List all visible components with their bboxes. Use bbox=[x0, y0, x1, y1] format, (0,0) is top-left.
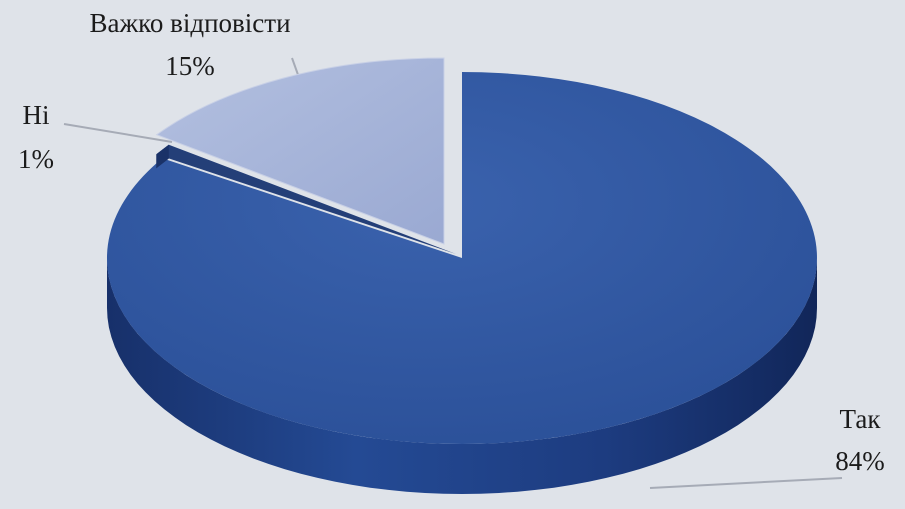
slice-side-tak bbox=[107, 258, 817, 494]
slice-label-tak: Так bbox=[840, 404, 882, 434]
slice-value-tak: 84% bbox=[835, 446, 885, 476]
slice-tak bbox=[106, 72, 817, 444]
slice-label-ni: Ні bbox=[23, 100, 50, 130]
slice-side-ni bbox=[156, 144, 169, 169]
leader-line-tak bbox=[649, 477, 843, 489]
slice-ni bbox=[156, 144, 457, 254]
slice-label-vazhko-vidpovisty: Важко відповісти bbox=[89, 8, 290, 38]
slice-vazhko-vidpovisty bbox=[155, 57, 445, 245]
slice-value-ni: 1% bbox=[18, 144, 54, 174]
slice-value-vazhko-vidpovisty: 15% bbox=[165, 51, 215, 81]
leader-line-ni bbox=[63, 123, 173, 143]
